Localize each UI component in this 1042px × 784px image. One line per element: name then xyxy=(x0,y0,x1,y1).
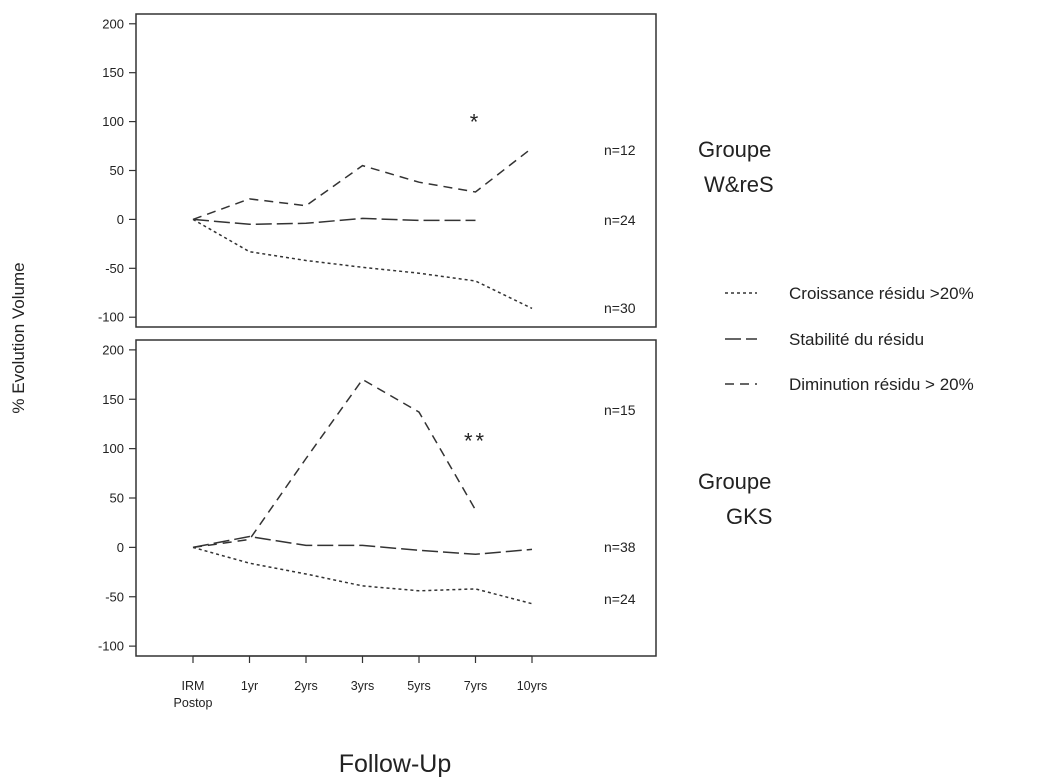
significance-annotation: * xyxy=(470,109,482,134)
n-label: n=38 xyxy=(604,539,636,555)
series-line-dashed xyxy=(192,147,533,221)
legend-item-longdash: Stabilité du résidu xyxy=(725,330,924,349)
significance-annotation: ** xyxy=(464,429,487,454)
n-label: n=30 xyxy=(604,300,636,316)
y-tick-label: 50 xyxy=(110,163,124,178)
x-tick-label: 5yrs xyxy=(407,679,431,693)
group-label-line1: Groupe xyxy=(698,469,771,494)
panel-frame xyxy=(135,339,657,657)
y-tick-label: -100 xyxy=(98,310,124,325)
legend-label: Diminution résidu > 20% xyxy=(789,375,974,394)
y-tick-label: -100 xyxy=(98,639,124,654)
x-axis: IRM Postop 1yr 2yrs 3yrs 5yrs 7yrs 10yrs xyxy=(174,655,548,710)
panel-1: -100 -50 0 50 100 150 200 n=12 n=24 n=30 * Groupe W&… xyxy=(98,13,774,328)
x-tick-label: Postop xyxy=(174,696,213,710)
panel-frame xyxy=(135,13,657,328)
series-line-longdash xyxy=(192,535,533,556)
panel-2: -100 -50 0 50 100 150 200 n=15 n=38 n=24 ** Groupe G… xyxy=(98,339,772,657)
y-tick-label: 50 xyxy=(110,491,124,506)
group-label-line2: GKS xyxy=(726,504,772,529)
n-label: n=12 xyxy=(604,142,636,158)
y-tick-label: 150 xyxy=(102,65,124,80)
series-line-dashed xyxy=(192,378,477,549)
y-tick-label: -50 xyxy=(105,589,124,604)
y-axis-title: % Evolution Volume xyxy=(9,262,28,413)
series-line-dotted xyxy=(192,546,533,605)
y-tick-label: 100 xyxy=(102,441,124,456)
y-tick-label: 150 xyxy=(102,392,124,407)
x-tick-label: 3yrs xyxy=(351,679,375,693)
series-line-dotted xyxy=(192,218,533,310)
x-tick-label: 2yrs xyxy=(294,679,318,693)
n-label: n=24 xyxy=(604,591,636,607)
y-tick-label: -50 xyxy=(105,261,124,276)
y-tick-label: 0 xyxy=(117,212,124,227)
n-label: n=24 xyxy=(604,212,636,228)
y-tick-label: 0 xyxy=(117,540,124,555)
x-tick-label: IRM xyxy=(182,679,205,693)
group-label-line2: W&reS xyxy=(704,172,774,197)
x-tick-label: 10yrs xyxy=(517,679,548,693)
n-label: n=15 xyxy=(604,402,636,418)
x-tick-label: 1yr xyxy=(241,679,258,693)
x-tick-label: 7yrs xyxy=(464,679,488,693)
group-label-line1: Groupe xyxy=(698,137,771,162)
panels-layer: -100 -50 0 50 100 150 200 n=12 n=24 n=30 * Groupe W&… xyxy=(98,13,774,657)
x-axis-title: Follow-Up xyxy=(339,750,452,778)
legend-label: Stabilité du résidu xyxy=(789,330,924,349)
y-tick-label: 100 xyxy=(102,114,124,129)
legend-item-dashed: Diminution résidu > 20% xyxy=(725,375,974,394)
y-tick-label: 200 xyxy=(102,342,124,357)
legend-item-dotted: Croissance résidu >20% xyxy=(725,284,974,303)
legend-label: Croissance résidu >20% xyxy=(789,284,974,303)
series-line-longdash xyxy=(192,217,476,226)
y-tick-label: 200 xyxy=(102,16,124,31)
legend: Croissance résidu >20% Stabilité du résid… xyxy=(725,284,974,394)
